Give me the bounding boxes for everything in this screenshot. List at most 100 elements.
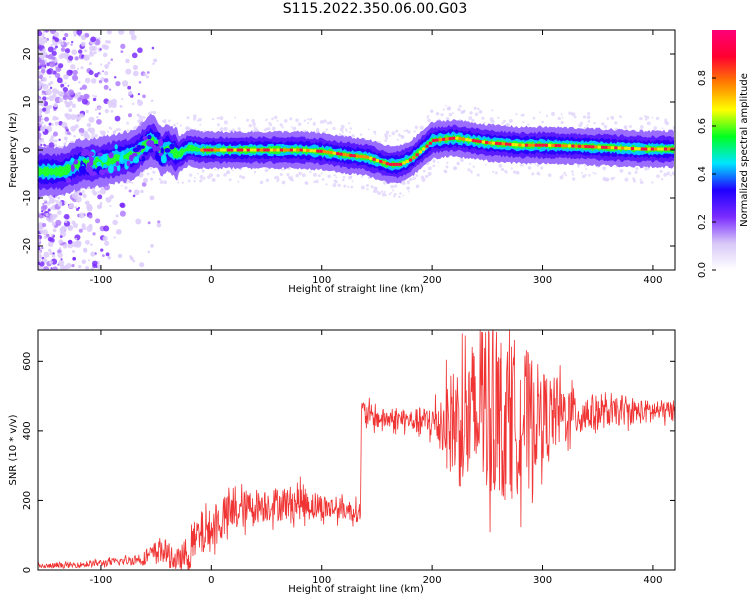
halo-speck <box>267 127 271 131</box>
halo-speck <box>110 128 113 131</box>
noise-blob <box>83 55 88 60</box>
spectrogram-xlabel: Height of straight line (km) <box>288 284 424 295</box>
ridge-core <box>240 148 244 152</box>
noise-blob <box>81 36 85 40</box>
halo-speck <box>350 175 353 178</box>
ridge-core <box>614 146 618 150</box>
halo-speck <box>473 106 477 110</box>
halo-speck <box>253 170 257 174</box>
ridge-clump <box>70 164 75 173</box>
noise-blob <box>89 45 95 52</box>
halo-speck <box>593 122 596 125</box>
ridge-core <box>564 144 568 148</box>
noise-blob <box>75 92 81 98</box>
halo-speck <box>186 116 190 120</box>
noise-blob <box>74 237 78 241</box>
noise-blob <box>58 247 62 250</box>
ridge-clump <box>115 161 120 166</box>
halo-speck <box>349 131 351 134</box>
noise-blob <box>96 118 102 125</box>
halo-speck <box>388 193 391 196</box>
halo-speck <box>426 116 429 119</box>
halo-speck <box>276 120 279 122</box>
halo-speck <box>447 106 452 111</box>
noise-blob <box>62 87 69 93</box>
ridge-core <box>365 155 370 159</box>
noise-blob <box>119 210 126 217</box>
halo-speck <box>234 116 237 119</box>
ridge-core <box>220 148 224 152</box>
ridge-core <box>382 161 386 165</box>
noise-blob <box>76 30 83 36</box>
noise-blob <box>49 105 53 109</box>
halo-speck <box>321 178 325 181</box>
noise-blob <box>48 75 51 78</box>
ridge-clump <box>158 138 164 147</box>
halo-speck <box>94 134 98 138</box>
noise-blob <box>95 218 101 224</box>
halo-speck <box>332 183 337 188</box>
halo-speck <box>264 168 269 173</box>
ridge-core <box>302 148 307 152</box>
halo-speck <box>290 125 293 128</box>
halo-speck <box>192 117 197 121</box>
ridge-core <box>514 143 519 147</box>
ridge-core <box>544 143 548 147</box>
halo-speck <box>384 139 388 143</box>
noise-blob <box>97 71 100 75</box>
halo-speck <box>279 123 283 127</box>
noise-blob <box>146 71 150 74</box>
noise-blob <box>132 102 135 106</box>
halo-speck <box>271 126 276 131</box>
halo-speck <box>223 126 228 131</box>
ridge-clump <box>70 157 75 163</box>
halo-speck <box>580 172 583 175</box>
halo-speck <box>422 169 426 173</box>
halo-speck <box>538 173 541 176</box>
halo-speck <box>381 192 386 197</box>
halo-speck <box>398 195 401 199</box>
halo-speck <box>424 174 428 179</box>
halo-speck <box>587 120 591 123</box>
noise-blob <box>101 44 107 49</box>
halo-speck <box>501 122 504 125</box>
noise-blob <box>109 194 114 199</box>
noise-blob <box>42 129 46 132</box>
noise-blob <box>59 264 66 270</box>
halo-speck <box>59 201 63 205</box>
halo-speck <box>298 171 302 176</box>
halo-speck <box>139 117 142 120</box>
halo-speck <box>325 128 328 131</box>
halo-speck <box>427 118 431 123</box>
halo-speck <box>370 185 374 189</box>
halo-speck <box>406 186 411 191</box>
halo-speck <box>152 170 156 174</box>
halo-speck <box>252 129 255 132</box>
noise-blob <box>83 93 89 99</box>
ridge-core <box>634 147 638 151</box>
noise-blob <box>71 40 74 44</box>
halo-speck <box>606 117 610 120</box>
halo-speck <box>310 117 313 120</box>
halo-speck <box>317 174 321 178</box>
halo-speck <box>248 123 253 128</box>
noise-blob <box>89 50 93 54</box>
ridge-core <box>336 152 340 156</box>
ridge-core <box>312 149 317 153</box>
ridge-clump <box>97 152 103 157</box>
ridge-core <box>392 162 396 166</box>
halo-speck <box>349 127 353 130</box>
halo-speck <box>406 180 410 183</box>
halo-speck <box>515 170 520 175</box>
halo-speck <box>420 175 425 180</box>
halo-speck <box>659 169 663 173</box>
ridge-core <box>458 137 462 141</box>
ridge-core <box>601 145 605 149</box>
halo-speck <box>373 130 377 134</box>
ridge-core <box>213 148 217 152</box>
noise-blob <box>79 87 83 91</box>
halo-speck <box>644 118 648 121</box>
snr-panel: -100 0 100 200 300 400 0 200 400 600 Height of st… <box>8 329 676 595</box>
noise-blob <box>42 222 47 228</box>
halo-speck <box>497 116 500 120</box>
